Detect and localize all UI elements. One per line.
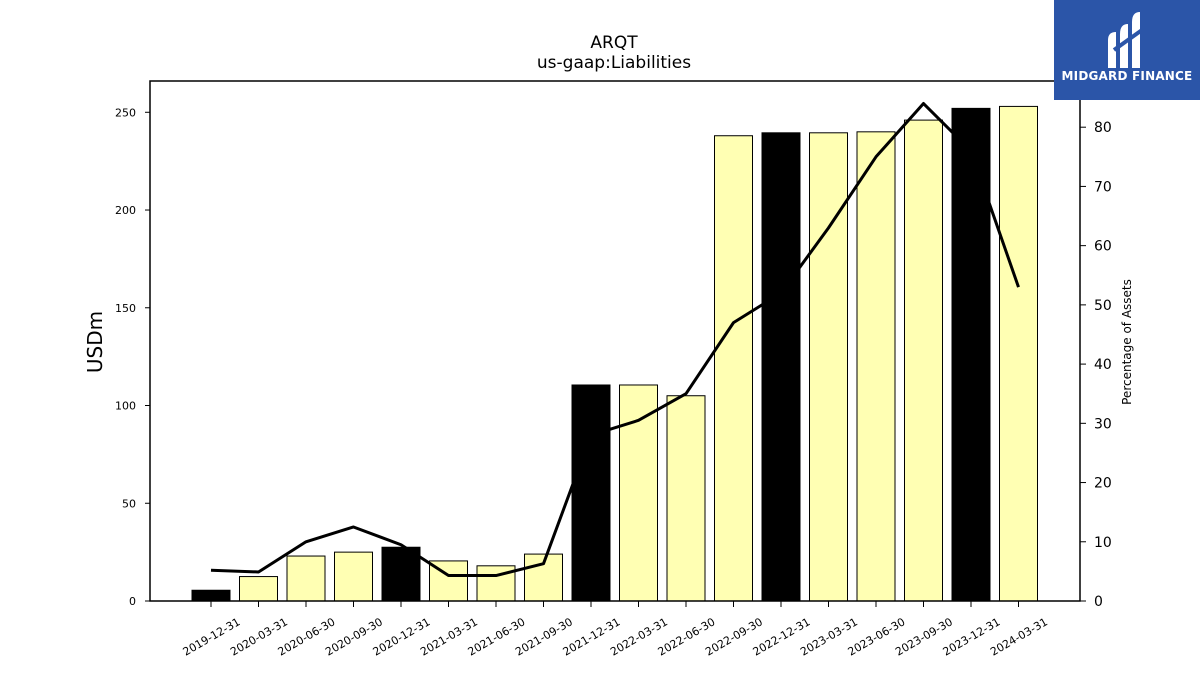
bar (286, 555, 326, 602)
bar (761, 132, 801, 602)
y-tick-label: 200 (115, 204, 136, 217)
bar (334, 551, 373, 602)
y-tick-label: 250 (115, 106, 136, 119)
plot-frame (149, 80, 1081, 602)
y2-tick-label: 40 (1094, 357, 1112, 373)
y-tick-label: 150 (115, 302, 136, 315)
brand-logo: MIDGARD FINANCE (1054, 0, 1200, 100)
midgard-logo-icon (1108, 12, 1144, 68)
y2-axis-label: Percentage of Assets (1120, 279, 1134, 405)
y2-tick-label: 50 (1094, 298, 1112, 314)
bar (571, 384, 611, 602)
chart-title: ARQT (590, 33, 638, 53)
y2-tick-label: 0 (1094, 594, 1103, 610)
y2-tick-label: 30 (1094, 416, 1112, 432)
bar (239, 576, 278, 602)
y2-tick-label: 60 (1094, 239, 1112, 255)
y-tick-label: 50 (122, 497, 136, 510)
bars-layer (191, 105, 1038, 602)
bar (951, 107, 991, 602)
y2-tick-label: 20 (1094, 476, 1112, 492)
bar (714, 135, 753, 602)
y-tick-label: 0 (129, 595, 136, 608)
bar (619, 384, 658, 602)
chart-subtitle: us-gaap:Liabilities (537, 53, 691, 73)
percentage-line (210, 102, 1020, 578)
bar (191, 589, 231, 602)
y2-tick-label: 10 (1094, 535, 1112, 551)
y2-tick-label: 80 (1094, 120, 1112, 136)
y-axis-label: USDm (83, 311, 107, 373)
y-tick-label: 100 (115, 400, 136, 413)
line-layer (210, 102, 1020, 578)
bar (999, 105, 1038, 602)
bar (666, 395, 706, 602)
bar (381, 546, 421, 602)
y2-tick-label: 70 (1094, 179, 1112, 195)
brand-name: MIDGARD FINANCE (1061, 69, 1193, 83)
bar (809, 132, 848, 602)
bar (856, 131, 896, 602)
bar (904, 119, 943, 602)
